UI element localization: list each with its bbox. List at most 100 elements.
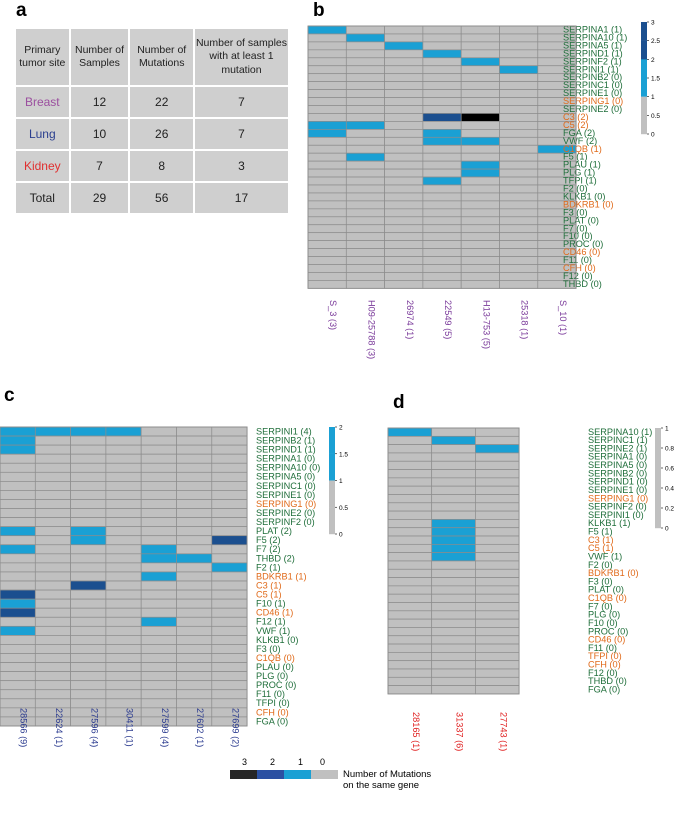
heatmap-cell bbox=[211, 625, 248, 636]
heatmap-cell bbox=[307, 224, 347, 234]
gene-label: SERPINA10 (0) bbox=[256, 463, 320, 473]
heatmap-cell bbox=[307, 216, 347, 226]
heatmap-cell bbox=[384, 240, 424, 249]
heatmap-cell bbox=[387, 593, 433, 603]
heatmap-cell bbox=[384, 144, 424, 154]
heatmap-cell bbox=[307, 57, 347, 67]
heatmap-cell bbox=[176, 671, 213, 682]
heatmap-cell bbox=[387, 685, 433, 695]
colorbar-segment bbox=[329, 453, 335, 481]
heatmap-cell bbox=[384, 192, 424, 202]
heatmap-cell bbox=[0, 499, 36, 509]
heatmap-cell bbox=[307, 184, 347, 194]
heatmap-cell bbox=[422, 129, 462, 138]
heatmap-cell bbox=[307, 97, 347, 106]
gene-label: F2 (0) bbox=[588, 560, 613, 570]
heatmap-cell bbox=[211, 635, 248, 645]
heatmap-cell bbox=[140, 598, 177, 609]
heatmap-cell bbox=[70, 698, 107, 709]
heatmap-cell bbox=[176, 553, 213, 564]
gene-label: F7 (0) bbox=[588, 601, 613, 611]
heatmap-cell bbox=[34, 625, 71, 636]
heatmap-cell bbox=[0, 490, 36, 500]
heatmap-cell bbox=[105, 526, 142, 537]
gene-label: F10 (0) bbox=[563, 231, 593, 241]
heatmap-cell bbox=[0, 553, 36, 564]
colorbar-tick-label: 0.5 bbox=[339, 505, 348, 512]
heatmap-cell bbox=[460, 264, 500, 273]
heatmap-cell bbox=[387, 660, 433, 670]
gene-label: THBD (0) bbox=[563, 279, 602, 289]
heatmap-cell bbox=[499, 176, 539, 186]
heatmap-cell bbox=[140, 453, 177, 464]
heatmap-cell bbox=[70, 544, 107, 555]
gene-label: F11 (0) bbox=[588, 643, 617, 653]
heatmap-cell bbox=[475, 494, 520, 504]
heatmap-cell bbox=[34, 662, 71, 672]
heatmap-cell bbox=[499, 184, 539, 194]
legend-level-1: 1 bbox=[298, 757, 304, 767]
heatmap-cell bbox=[460, 280, 500, 289]
total-samples: 29 bbox=[68, 181, 131, 215]
heatmap-cell bbox=[307, 280, 347, 289]
heatmap-cell bbox=[499, 33, 539, 43]
heatmap-cell bbox=[34, 607, 71, 618]
heatmap-cell bbox=[431, 469, 476, 479]
heatmap-cell bbox=[211, 671, 248, 682]
gene-label: SERPINA1 (0) bbox=[588, 452, 647, 462]
heatmap-cell bbox=[431, 577, 476, 587]
heatmap-cell bbox=[70, 707, 107, 718]
gene-label: SERPINC1 (0) bbox=[563, 80, 623, 90]
heatmap-cell bbox=[384, 224, 424, 234]
heatmap-cell bbox=[422, 89, 462, 98]
heatmap-cell bbox=[460, 200, 500, 210]
heatmap-cell bbox=[431, 444, 476, 454]
heatmap-cell bbox=[499, 216, 539, 226]
heatmap-cell bbox=[387, 585, 433, 595]
heatmap-cell bbox=[431, 535, 476, 545]
heatmap-cell bbox=[387, 527, 433, 537]
samples-cell: 10 bbox=[68, 117, 131, 151]
heatmap-cell bbox=[34, 635, 71, 645]
heatmap-cell bbox=[431, 635, 476, 645]
colorbar-c: 2 1.5 1 0.5 0 bbox=[329, 425, 348, 539]
site-breast: Breast bbox=[14, 85, 71, 119]
heatmap-cell bbox=[140, 589, 177, 600]
heatmap-cell bbox=[422, 176, 462, 186]
heatmap-cell bbox=[475, 543, 520, 554]
heatmap-cell bbox=[307, 232, 347, 241]
heatmap-cell bbox=[422, 41, 462, 51]
heatmap-cell bbox=[384, 89, 424, 98]
heatmap-cell bbox=[431, 527, 476, 537]
heatmap-cell bbox=[34, 435, 71, 446]
heatmap-cell bbox=[422, 224, 462, 234]
heatmap-cell bbox=[70, 499, 107, 509]
heatmap-cell bbox=[499, 248, 539, 257]
heatmap-cell bbox=[384, 81, 424, 90]
heatmap-cell bbox=[345, 248, 385, 257]
gene-label: SERPINE1 (0) bbox=[588, 485, 647, 495]
heatmap-cell bbox=[475, 585, 520, 595]
heatmap-cell bbox=[422, 152, 462, 162]
heatmap-cell bbox=[422, 216, 462, 226]
heatmap-cell bbox=[176, 680, 213, 691]
gene-label: SERPINI1 (4) bbox=[256, 426, 312, 436]
colorbar-segment bbox=[641, 115, 647, 135]
heatmap-cell bbox=[176, 716, 213, 727]
heatmap-c: SERPINI1 (4)SERPINB2 (1)SERPIND1 (1)SERP… bbox=[0, 425, 348, 747]
heatmap-cell bbox=[387, 668, 433, 678]
heatmap-cell bbox=[105, 707, 142, 718]
total-label: Total bbox=[14, 181, 71, 215]
heatmap-frame bbox=[0, 426, 248, 727]
heatmap-cell bbox=[460, 184, 500, 194]
sample-label: 27699 (2) bbox=[230, 708, 240, 747]
heatmap-cell bbox=[0, 453, 36, 464]
heatmap-cell bbox=[307, 264, 347, 273]
gene-label: SERPINI1 (0) bbox=[588, 510, 644, 520]
gene-label: PLAU (1) bbox=[563, 160, 601, 170]
heatmap-cell bbox=[345, 232, 385, 241]
heatmap-cell bbox=[384, 168, 424, 178]
gene-label: SERPINC1 (0) bbox=[256, 481, 316, 491]
gene-label: F12 (1) bbox=[256, 617, 286, 627]
heatmap-cell bbox=[387, 635, 433, 645]
